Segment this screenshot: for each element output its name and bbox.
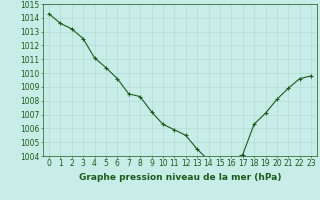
X-axis label: Graphe pression niveau de la mer (hPa): Graphe pression niveau de la mer (hPa) — [79, 173, 281, 182]
